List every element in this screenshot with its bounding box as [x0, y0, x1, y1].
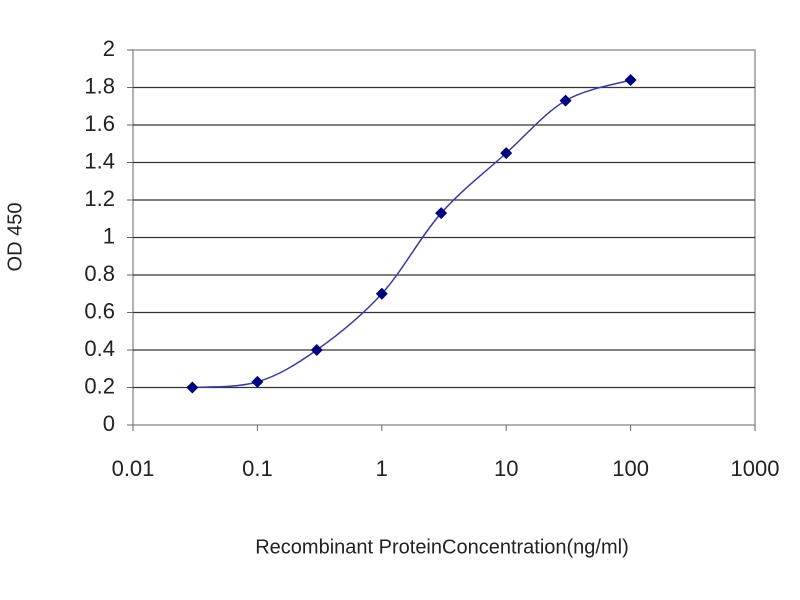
x-tick-label: 1 [376, 456, 388, 481]
y-tick-label: 2 [103, 36, 115, 61]
marker [310, 344, 323, 356]
y-tick-label: 0.4 [84, 336, 115, 361]
marker [624, 74, 637, 86]
y-tick-label: 1.2 [84, 186, 115, 211]
marker [186, 381, 199, 394]
y-tick-label: 1 [103, 223, 115, 248]
y-tick-label: 0 [103, 411, 115, 436]
x-tick-label: 1000 [731, 456, 780, 481]
y-tick-label: 0.8 [84, 261, 115, 286]
x-tick-label: 10 [494, 456, 518, 481]
x-tick-label: 100 [612, 456, 649, 481]
marker [375, 287, 388, 300]
x-tick-label: 0.1 [242, 456, 273, 481]
x-axis-label: Recombinant ProteinConcentration(ng/ml) [255, 536, 629, 558]
marker [500, 147, 513, 160]
marker [435, 207, 448, 220]
y-tick-label: 1.6 [84, 111, 115, 136]
x-tick-label: 0.01 [112, 456, 155, 481]
y-axis-label: OD 450 [4, 203, 26, 272]
marker [251, 375, 264, 388]
y-tick-label: 0.2 [84, 373, 115, 398]
y-tick-label: 0.6 [84, 298, 115, 323]
y-tick-label: 1.4 [84, 148, 115, 173]
marker [559, 94, 572, 107]
series-line [192, 79, 631, 389]
y-tick-label: 1.8 [84, 73, 115, 98]
